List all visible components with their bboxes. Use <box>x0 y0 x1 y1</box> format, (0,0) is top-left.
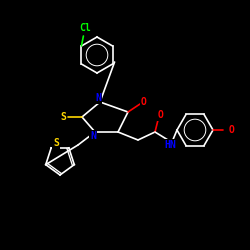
Text: O: O <box>141 97 147 107</box>
Text: HN: HN <box>164 140 176 150</box>
Text: S: S <box>53 138 59 148</box>
Text: N: N <box>90 131 96 141</box>
Text: O: O <box>229 125 235 135</box>
Text: S: S <box>60 112 66 122</box>
Text: Cl: Cl <box>80 23 91 33</box>
Text: N: N <box>95 93 101 103</box>
Text: O: O <box>158 110 164 120</box>
